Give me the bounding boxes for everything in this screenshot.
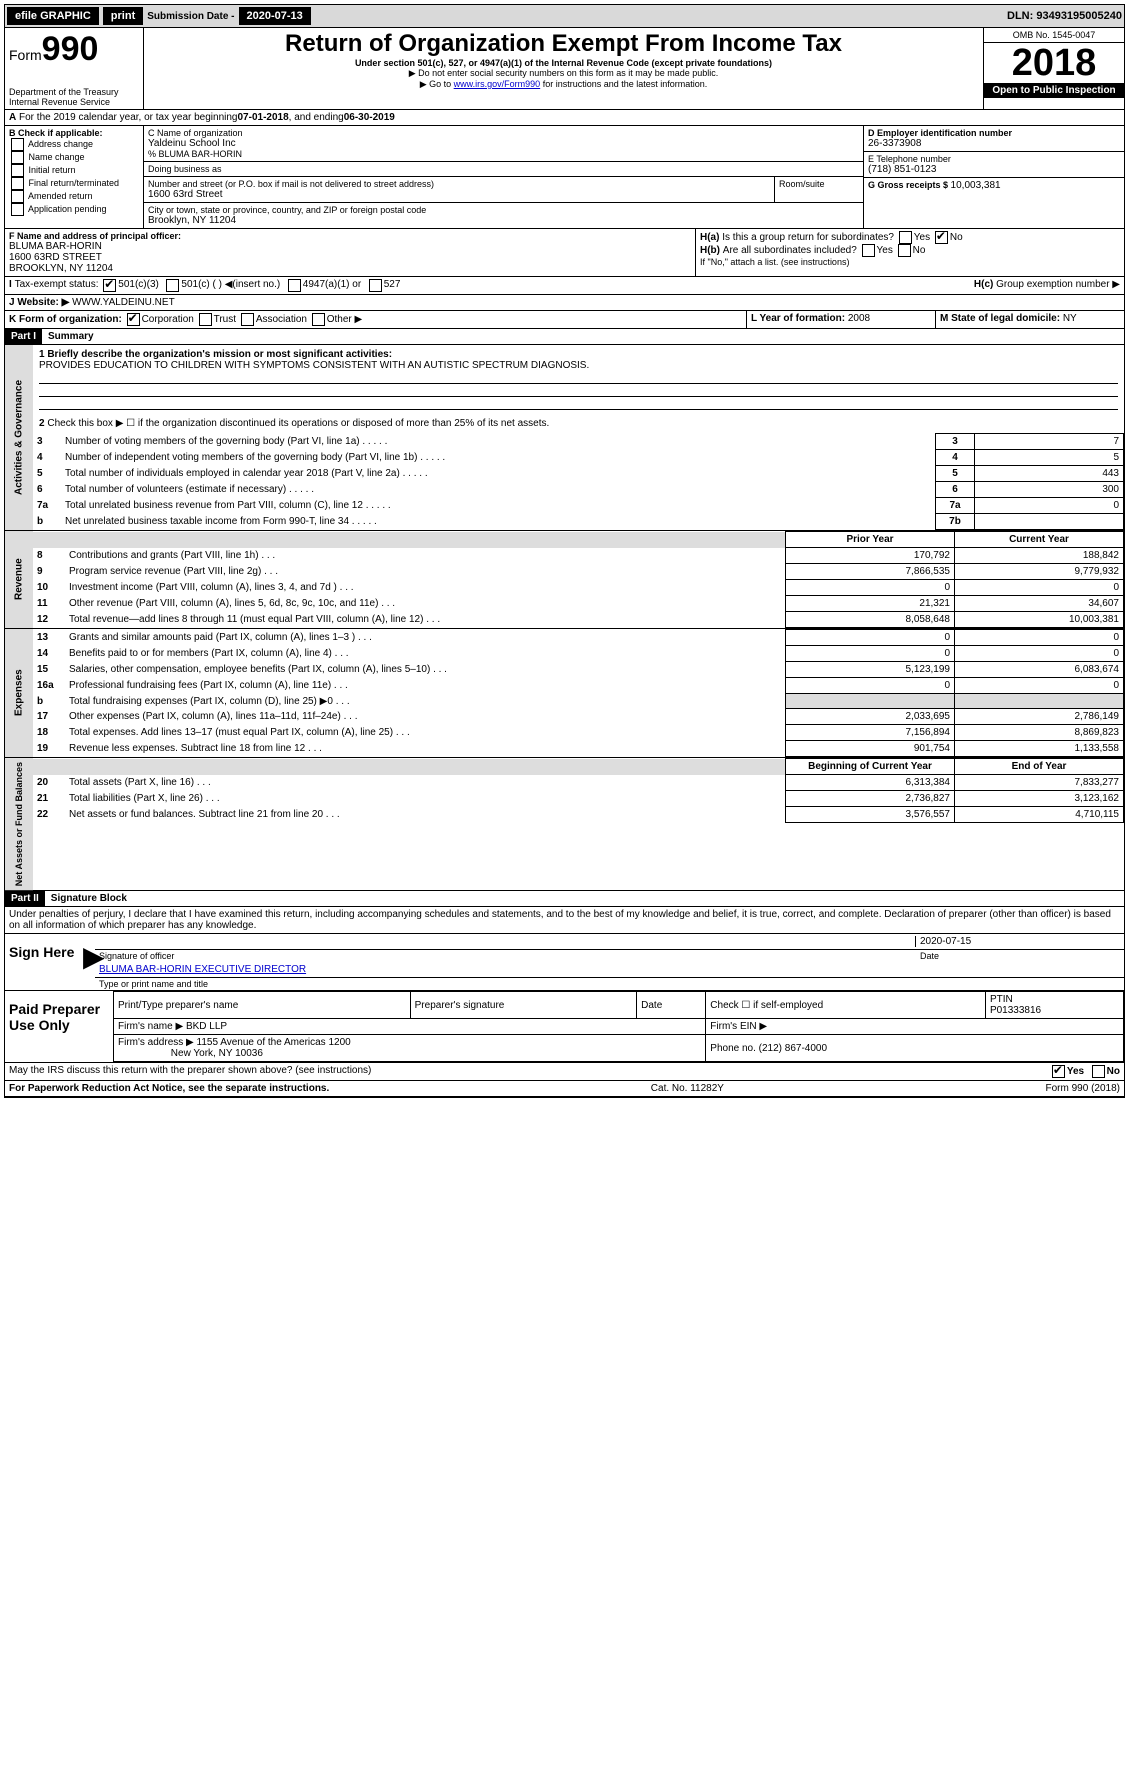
exp-block: Expenses 13Grants and similar amounts pa… xyxy=(4,629,1125,758)
declaration: Under penalties of perjury, I declare th… xyxy=(4,907,1125,934)
fin-row: 8Contributions and grants (Part VIII, li… xyxy=(33,548,1124,564)
b-item[interactable]: Name change xyxy=(9,151,139,164)
part2-hdr: Part IISignature Block xyxy=(4,891,1125,907)
fin-row: 19Revenue less expenses. Subtract line 1… xyxy=(33,741,1124,757)
l1-val: PROVIDES EDUCATION TO CHILDREN WITH SYMP… xyxy=(39,360,1118,371)
fin-row: 12Total revenue—add lines 8 through 11 (… xyxy=(33,612,1124,628)
open-to-public: Open to Public Inspection xyxy=(984,83,1124,98)
dept1: Department of the Treasury xyxy=(9,87,139,97)
b-item[interactable]: Address change xyxy=(9,138,139,151)
dln: DLN: 93493195005240 xyxy=(1007,10,1122,22)
addr: 1600 63rd Street xyxy=(148,189,770,200)
form-990: Form990 xyxy=(9,30,139,69)
sec-nab: Net Assets or Fund Balances xyxy=(5,758,33,890)
ag-row: 6Total number of volunteers (estimate if… xyxy=(33,482,1124,498)
tax-year: 2018 xyxy=(984,43,1124,83)
f-l3: BROOKLYN, NY 11204 xyxy=(9,263,691,274)
sign-here: Sign Here ▶ 2020-07-15 Signature of offi… xyxy=(4,934,1125,991)
g-lbl: G Gross receipts $ xyxy=(868,180,951,190)
line-a: A For the 2019 calendar year, or tax yea… xyxy=(4,110,1125,126)
ag-row: 5Total number of individuals employed in… xyxy=(33,466,1124,482)
ag-row: 3Number of voting members of the governi… xyxy=(33,434,1124,450)
sub3: ▶ Go to www.irs.gov/Form990 for instruct… xyxy=(150,79,977,90)
line-i: I Tax-exempt status: 501(c)(3) 501(c) ( … xyxy=(4,277,1125,295)
f-lbl: F Name and address of principal officer: xyxy=(9,231,691,241)
paid-preparer: Paid Preparer Use Only Print/Type prepar… xyxy=(4,991,1125,1063)
b-item[interactable]: Initial return xyxy=(9,164,139,177)
website: WWW.YALDEINU.NET xyxy=(72,297,175,308)
b-item[interactable]: Application pending xyxy=(9,203,139,216)
sub1: Under section 501(c), 527, or 4947(a)(1)… xyxy=(150,58,977,68)
klm: K Form of organization: Corporation Trus… xyxy=(4,311,1125,329)
line-j: J Website: ▶ WWW.YALDEINU.NET xyxy=(4,295,1125,311)
fin-row: 21Total liabilities (Part X, line 26) . … xyxy=(33,791,1124,807)
sub-label: Submission Date - xyxy=(147,11,234,22)
f-l2: 1600 63RD STREET xyxy=(9,252,691,263)
fin-row: 18Total expenses. Add lines 13–17 (must … xyxy=(33,725,1124,741)
omb: OMB No. 1545-0047 xyxy=(984,28,1124,43)
sec-exp: Expenses xyxy=(5,629,33,757)
ag-row: 7aTotal unrelated business revenue from … xyxy=(33,498,1124,514)
fin-row: 15Salaries, other compensation, employee… xyxy=(33,662,1124,678)
fh-block: F Name and address of principal officer:… xyxy=(4,229,1125,277)
fin-row: 16aProfessional fundraising fees (Part I… xyxy=(33,678,1124,694)
rev-block: Revenue Prior YearCurrent Year8Contribut… xyxy=(4,531,1125,629)
sub-date: 2020-07-13 xyxy=(239,7,311,25)
l1-lbl: 1 Briefly describe the organization's mi… xyxy=(39,349,1118,360)
fin-row: 14Benefits paid to or for members (Part … xyxy=(33,646,1124,662)
c-name: Yaldeinu School Inc xyxy=(148,138,859,149)
fin-row: bTotal fundraising expenses (Part IX, co… xyxy=(33,694,1124,709)
e-lbl: E Telephone number xyxy=(868,154,1120,164)
d-val: 26-3373908 xyxy=(868,138,1120,149)
b-item[interactable]: Final return/terminated xyxy=(9,177,139,190)
f-l1: BLUMA BAR-HORIN xyxy=(9,241,691,252)
city-lbl: City or town, state or province, country… xyxy=(148,205,859,215)
d-lbl: D Employer identification number xyxy=(868,128,1120,138)
hb-note: If "No," attach a list. (see instruction… xyxy=(700,257,1120,267)
fin-row: 20Total assets (Part X, line 16) . . .6,… xyxy=(33,775,1124,791)
fin-row: 11Other revenue (Part VIII, column (A), … xyxy=(33,596,1124,612)
b-item[interactable]: Amended return xyxy=(9,190,139,203)
g-val: 10,003,381 xyxy=(951,180,1001,191)
addr-lbl: Number and street (or P.O. box if mail i… xyxy=(148,179,770,189)
city: Brooklyn, NY 11204 xyxy=(148,215,859,226)
part1-hdr: Part ISummary xyxy=(4,329,1125,345)
sub2: ▶ Do not enter social security numbers o… xyxy=(150,68,977,79)
sec-ag: Activities & Governance xyxy=(5,345,33,530)
b-hdr: B Check if applicable: xyxy=(9,128,139,138)
ag-row: 4Number of independent voting members of… xyxy=(33,450,1124,466)
typed-name[interactable]: BLUMA BAR-HORIN EXECUTIVE DIRECTOR xyxy=(99,964,306,975)
nab-block: Net Assets or Fund Balances Beginning of… xyxy=(4,758,1125,891)
bcd-block: B Check if applicable: Address change Na… xyxy=(4,126,1125,229)
efile-btn[interactable]: efile GRAPHIC xyxy=(7,7,99,25)
fin-row: 9Program service revenue (Part VIII, lin… xyxy=(33,564,1124,580)
c-name-lbl: C Name of organization xyxy=(148,128,859,138)
form-header: Form990 Department of the Treasury Inter… xyxy=(4,28,1125,110)
fin-row: 13Grants and similar amounts paid (Part … xyxy=(33,630,1124,646)
ag-row: bNet unrelated business taxable income f… xyxy=(33,514,1124,530)
fin-row: 22Net assets or fund balances. Subtract … xyxy=(33,807,1124,823)
fin-row: 17Other expenses (Part IX, column (A), l… xyxy=(33,709,1124,725)
footer: For Paperwork Reduction Act Notice, see … xyxy=(4,1081,1125,1098)
print-btn[interactable]: print xyxy=(103,7,143,25)
sec-rev: Revenue xyxy=(5,531,33,628)
fin-row: 10Investment income (Part VIII, column (… xyxy=(33,580,1124,596)
topbar: efile GRAPHIC print Submission Date - 20… xyxy=(4,4,1125,28)
irs-link[interactable]: www.irs.gov/Form990 xyxy=(454,79,541,89)
room-lbl: Room/suite xyxy=(774,177,863,202)
form-title: Return of Organization Exempt From Incom… xyxy=(150,30,977,58)
discuss-row: May the IRS discuss this return with the… xyxy=(4,1063,1125,1081)
dba-lbl: Doing business as xyxy=(148,164,859,174)
dept2: Internal Revenue Service xyxy=(9,97,139,107)
c-pct: BLUMA BAR-HORIN xyxy=(159,149,243,159)
part1-body: Activities & Governance 1 Briefly descri… xyxy=(4,345,1125,531)
e-val: (718) 851-0123 xyxy=(868,164,1120,175)
